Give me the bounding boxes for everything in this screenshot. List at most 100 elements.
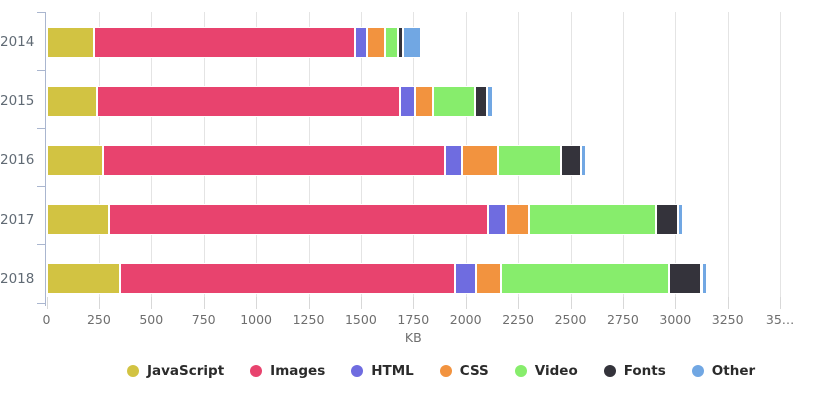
x-tick-label: 35… xyxy=(765,312,795,327)
x-tick-label: 750 xyxy=(191,312,216,327)
legend: JavaScript Images HTML CSS Video Fonts Other xyxy=(127,363,755,379)
x-axis-tick xyxy=(780,297,782,309)
grid-line xyxy=(780,11,782,303)
legend-swatch-html xyxy=(351,365,364,377)
x-axis-tick xyxy=(203,297,205,309)
y-axis-line xyxy=(44,11,46,306)
legend-label: HTML xyxy=(371,363,414,379)
bar-segment-images[interactable] xyxy=(119,263,456,295)
bar-segment-html[interactable] xyxy=(444,144,462,176)
bar-segment-video[interactable] xyxy=(498,144,562,176)
bar-segment-video[interactable] xyxy=(501,263,669,295)
y-axis-tick xyxy=(36,302,45,304)
bar-segment-other[interactable] xyxy=(701,263,707,295)
legend-label: JavaScript xyxy=(147,363,225,379)
x-tick-label: 3000 xyxy=(659,312,692,327)
legend-swatch-fonts xyxy=(603,365,616,377)
x-axis-tick xyxy=(413,297,415,309)
legend-item-other[interactable]: Other xyxy=(691,363,756,379)
category-label: 2014 xyxy=(0,34,35,51)
x-axis-tick xyxy=(98,297,100,309)
legend-label: CSS xyxy=(459,363,489,379)
legend-label: Video xyxy=(534,363,578,379)
bar-segment-video[interactable] xyxy=(433,85,476,117)
x-axis-tick xyxy=(360,297,362,309)
bar-segment-video[interactable] xyxy=(528,204,657,235)
bar-segment-javascript[interactable] xyxy=(46,26,94,58)
bar-segment-javascript[interactable] xyxy=(46,204,110,235)
x-axis-tick xyxy=(46,297,48,309)
x-tick-label: 2500 xyxy=(554,312,587,327)
bar-segment-other[interactable] xyxy=(486,85,493,117)
x-tick-label: 1500 xyxy=(344,312,377,327)
category-label: 2015 xyxy=(0,93,35,110)
x-tick-label: 1750 xyxy=(397,312,430,327)
bar-segment-fonts[interactable] xyxy=(475,85,487,117)
bar-segment-css[interactable] xyxy=(505,204,529,235)
bar-segment-images[interactable] xyxy=(96,85,400,117)
bar-segment-javascript[interactable] xyxy=(46,85,97,117)
bar-segment-html[interactable] xyxy=(399,85,416,117)
x-axis-tick xyxy=(675,297,677,309)
grid-line xyxy=(727,11,729,303)
x-tick-label: 2750 xyxy=(606,312,639,327)
bar-segment-images[interactable] xyxy=(103,144,445,176)
legend-item-html[interactable]: HTML xyxy=(351,363,414,379)
x-axis-title: KB xyxy=(404,330,422,345)
bar-segment-other[interactable] xyxy=(678,204,683,235)
x-tick-label: 1250 xyxy=(292,312,325,327)
x-axis-tick xyxy=(570,297,572,309)
legend-item-javascript[interactable]: JavaScript xyxy=(127,363,224,379)
grid-line xyxy=(675,11,677,303)
x-tick-label: 3250 xyxy=(711,312,744,327)
grid-line xyxy=(622,11,624,303)
bar-segment-fonts[interactable] xyxy=(656,204,679,235)
legend-swatch-css xyxy=(439,365,452,377)
x-axis-tick xyxy=(465,297,467,309)
x-axis-tick xyxy=(727,297,729,309)
x-tick-label: 2000 xyxy=(449,312,482,327)
legend-item-images[interactable]: Images xyxy=(250,363,325,379)
legend-label: Fonts xyxy=(623,363,666,379)
bar-segment-images[interactable] xyxy=(109,204,488,235)
category-label: 2016 xyxy=(0,152,35,169)
bar-segment-css[interactable] xyxy=(415,85,434,117)
y-axis-tick xyxy=(36,127,45,129)
bar-segment-css[interactable] xyxy=(367,26,385,58)
category-label: 2018 xyxy=(0,270,35,287)
y-axis-tick xyxy=(36,11,45,13)
bar-segment-other[interactable] xyxy=(580,144,587,176)
legend-label: Other xyxy=(711,363,756,379)
bar-segment-images[interactable] xyxy=(93,26,355,58)
bar-segment-html[interactable] xyxy=(487,204,506,235)
x-axis-tick xyxy=(308,297,310,309)
bar-segment-video[interactable] xyxy=(385,26,398,58)
bar-segment-fonts[interactable] xyxy=(561,144,581,176)
legend-swatch-video xyxy=(514,365,527,377)
x-axis-tick xyxy=(518,297,520,309)
legend-swatch-images xyxy=(250,365,263,377)
bar-segment-html[interactable] xyxy=(455,263,477,295)
legend-item-css[interactable]: CSS xyxy=(439,363,489,379)
bar-segment-css[interactable] xyxy=(476,263,502,295)
bar-segment-javascript[interactable] xyxy=(46,263,120,295)
legend-swatch-other xyxy=(691,365,704,377)
legend-swatch-javascript xyxy=(127,365,139,377)
x-tick-label: 1000 xyxy=(240,312,272,327)
bar-segment-html[interactable] xyxy=(354,26,368,58)
bar-segment-javascript[interactable] xyxy=(46,144,104,176)
x-axis-tick xyxy=(151,297,153,309)
y-axis-tick xyxy=(36,186,45,188)
bar-segment-css[interactable] xyxy=(461,144,499,176)
bar-segment-other[interactable] xyxy=(402,26,421,58)
x-tick-label: 0 xyxy=(42,312,51,327)
y-axis-tick xyxy=(36,244,45,246)
x-tick-label: 500 xyxy=(139,312,164,327)
legend-item-video[interactable]: Video xyxy=(514,363,578,379)
bar-segment-fonts[interactable] xyxy=(397,26,403,58)
x-tick-label: 2250 xyxy=(502,312,534,327)
x-axis-tick xyxy=(256,297,258,309)
bar-segment-fonts[interactable] xyxy=(669,263,702,295)
legend-item-fonts[interactable]: Fonts xyxy=(603,363,666,379)
